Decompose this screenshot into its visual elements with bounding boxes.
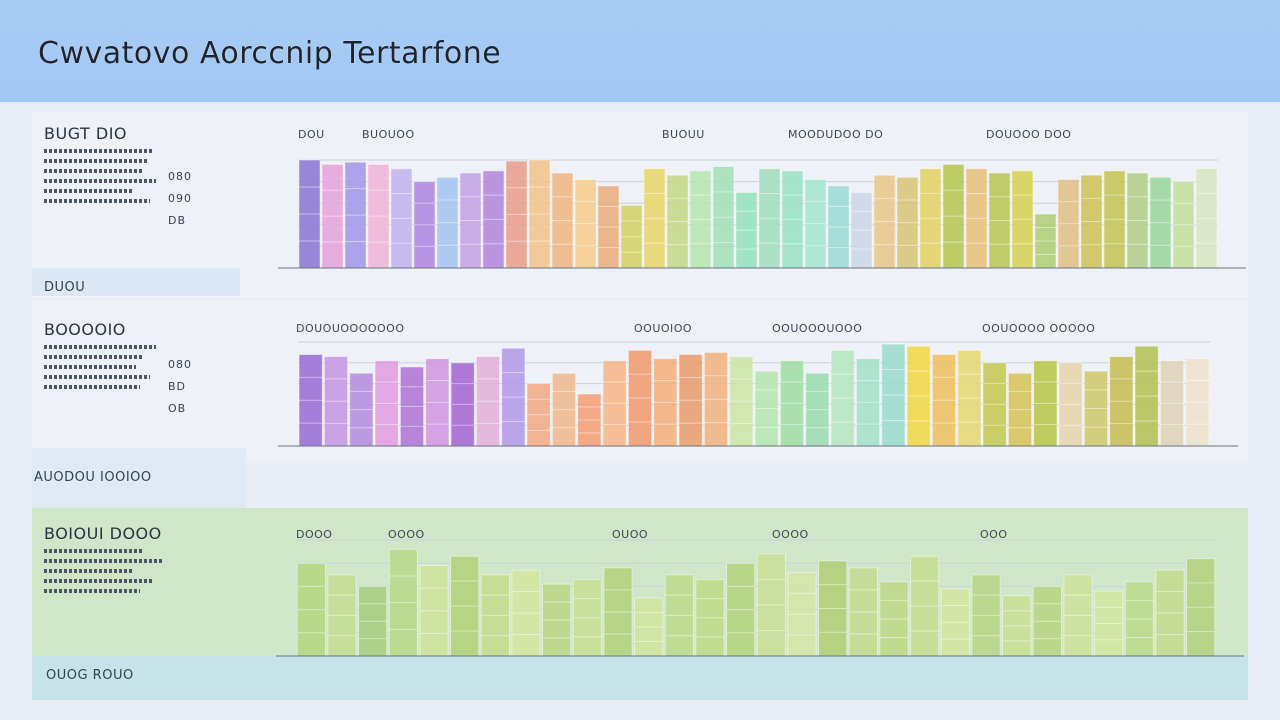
chart-3-bar-e17 [787,571,817,657]
chart-3-bar-e11 [603,567,633,657]
row-2-badge-2: BD [168,380,187,393]
row-2-panel-label-3: OOUOOOUOOO [772,322,863,335]
row-3-side: BOIOUI DOOO [44,524,204,599]
row-3-panel-label-3: OUOO [612,528,649,541]
row-1-side-lines [44,149,204,203]
row-1-side-title: BUGT DIO [44,124,128,143]
row-3-side-title: BOIOUI DOOO [44,524,162,543]
chart-3-bar-e22 [940,588,970,657]
chart-3 [276,539,1244,657]
chart-3-bar-e10 [572,578,602,657]
row-2-panel-label-4: OOUOOOO OOOOO [982,322,1096,335]
row-1-strip-label: DUOU [44,280,86,295]
row-1-badges: 080 090 DB [168,166,196,232]
chart-2 [278,341,1238,447]
chart-3-bar-e21 [910,555,940,657]
row-2-side-title: BOOOOIO [44,320,126,339]
row-2-strip-label: AUODOU IOOIOO [34,470,152,485]
chart-3-bar-e26 [1063,574,1093,657]
header-bar: Cwvatovo Aorccnip Tertarfone [0,0,1280,102]
chart-3-bar-e3 [358,585,388,657]
row-1-panel-label-3: BUOUU [662,128,705,141]
row-3-strip-label: OUOG ROUO [46,668,134,683]
row-3-panel-label-5: OOO [980,528,1008,541]
bottom-strip [32,656,1248,700]
row-2-panel-label-1: DOUOUOOOOOOO [296,322,405,335]
row-3-panel-label-4: OOOO [772,528,809,541]
row-2-strip [32,448,246,508]
row-1-badge-1: 080 [168,170,192,183]
row-1-side: BUGT DIO [44,124,204,209]
chart-3-bar-e12 [634,597,664,657]
row-1-badge-3: DB [168,214,187,227]
row-1-panel-label-4: MOODUDOO DO [788,128,884,141]
row-2-side-lines [44,345,204,389]
row-1-strip [32,268,240,296]
chart-3-bar-e13 [664,574,694,657]
row-1-panel-label-5: DOUOOO DOO [986,128,1072,141]
chart-3-bar-e4 [388,548,418,657]
chart-3-bar-e30 [1186,558,1216,657]
row-2-badge-1: 080 [168,358,192,371]
row-1-panel-label-2: BUOUOO [362,128,415,141]
row-2-side: BOOOOIO [44,320,204,395]
page-title: Cwvatovo Aorccnip Tertarfone [38,36,502,71]
chart-3-bar-e19 [848,567,878,657]
chart-1 [278,159,1246,269]
row-2-badge-3: OB [168,402,187,415]
chart-3-bar-e27 [1094,590,1124,657]
row-1-badge-2: 090 [168,192,192,205]
row-2-panel-label-2: OOUOIOO [634,322,693,335]
row-3-panel-label-2: OOOO [388,528,425,541]
row-2-badges: 080 BD OB [168,354,196,420]
chart-3-bar-e28 [1124,581,1154,657]
chart-3-bar-e29 [1155,569,1185,657]
chart-3-bar-e1 [296,562,326,657]
row-1-panel-label-1: DOU [298,128,325,141]
chart-3-bar-e2 [327,574,357,657]
row-3-side-lines [44,549,204,593]
row-3-panel-label-1: DOOO [296,528,333,541]
chart-3-bar-e25 [1032,585,1062,657]
chart-3-bar-e8 [511,569,541,657]
chart-3-bar-e24 [1002,595,1032,657]
chart-3-bar-e18 [818,560,848,657]
chart-3-bar-e15 [726,562,756,657]
chart-3-bar-e5 [419,565,449,657]
